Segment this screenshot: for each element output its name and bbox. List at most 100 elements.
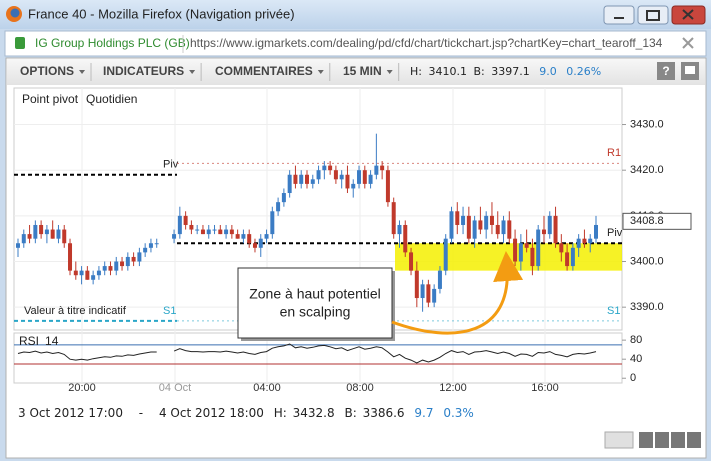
pivot-label: Piv (163, 159, 179, 171)
candle-body (264, 234, 269, 239)
candle-body (518, 243, 523, 262)
pivot-label: S1 (607, 305, 620, 317)
candle-body (96, 270, 101, 276)
candle-body (172, 234, 177, 239)
candle-body (478, 220, 483, 230)
candle-body (137, 252, 142, 262)
candle-body (588, 238, 593, 244)
toolbar-menu[interactable]: INDICATEURS (103, 64, 184, 78)
candle-body (322, 165, 327, 171)
candle-body (449, 211, 454, 239)
address-bar[interactable] (4, 30, 707, 57)
quote-change: 9.0 (539, 65, 557, 78)
menu-arrow (79, 70, 86, 74)
help-button[interactable] (657, 62, 675, 80)
candle-body (62, 229, 67, 244)
candle-body (432, 288, 437, 303)
overlay-name: Point pivot (22, 92, 79, 106)
candle-body (333, 170, 338, 180)
footer-to: 4 Oct 2012 18:00 (159, 406, 264, 420)
minimize-button[interactable] (603, 5, 635, 25)
candle-body (541, 229, 546, 235)
candle-body (380, 165, 385, 171)
candle-body (247, 234, 252, 244)
toolbar-menu[interactable]: COMMENTAIRES (215, 64, 313, 78)
candle-body (276, 202, 281, 212)
candle-body (102, 266, 107, 271)
candle-body (559, 243, 564, 253)
quote-change-pct: 0.26% (566, 65, 601, 78)
candle-body (368, 174, 373, 184)
candle-body (270, 211, 275, 235)
candle-body (183, 215, 188, 225)
toolbar-menu[interactable]: OPTIONS (20, 64, 74, 78)
annotation-arrow (391, 251, 524, 335)
annotation-text: Zone à haut potentiel (249, 286, 381, 302)
candle-body (570, 247, 575, 267)
candle-body (553, 215, 558, 244)
toolbar-quote: H: 3410.1 B: 3397.1 9.0 0.26% (410, 65, 601, 78)
x-tick-label: 08:00 (346, 382, 374, 394)
menu-arrow (386, 70, 393, 74)
last-price-tag (622, 212, 692, 230)
site-identity: IG Group Holdings PLC (GB) (35, 36, 190, 50)
candle-body (357, 170, 362, 184)
pivot-label: S1 (163, 305, 176, 317)
footer-from: 3 Oct 2012 17:00 (18, 406, 123, 420)
pivot-label: Piv (607, 227, 623, 239)
candle-body (85, 270, 90, 280)
candle-body (547, 215, 552, 235)
zoom-in-button[interactable] (655, 432, 669, 448)
rsi-period: 14 (45, 334, 59, 348)
rsi-title: RSI 14 (19, 334, 59, 348)
candle-body (73, 270, 78, 276)
candle-body (281, 193, 286, 203)
footer-change-pct: 0.3% (443, 406, 474, 420)
maximize-button[interactable] (637, 5, 669, 25)
candle-body (200, 229, 205, 235)
scroll-slider[interactable] (604, 431, 634, 449)
candle-body (91, 275, 96, 280)
footer-change: 9.7 (414, 406, 433, 420)
candle-body (189, 224, 194, 230)
candle-body (472, 220, 477, 239)
last-price-label: 3408.8 (630, 215, 664, 227)
zoom-out-button[interactable] (639, 432, 653, 448)
candle-body (177, 215, 182, 235)
candle-body (536, 229, 541, 267)
rsi-tick-label: 80 (630, 334, 642, 346)
candle-body (50, 229, 55, 239)
overlay-period: Quotidien (86, 92, 137, 106)
candle-body (594, 224, 598, 239)
toolbar-menu[interactable]: 15 MIN (343, 64, 382, 78)
candle-body (27, 234, 32, 239)
fit-button[interactable] (687, 432, 701, 448)
footer-high-label: H: (274, 406, 287, 420)
candle-body (21, 234, 26, 244)
reset-button[interactable] (671, 432, 685, 448)
candle-body (195, 229, 200, 231)
x-tick-label: 04:00 (253, 382, 281, 394)
title-bar (0, 0, 711, 29)
pivot-label: R1 (607, 147, 621, 159)
candle-body (426, 284, 431, 303)
candle-body (79, 270, 84, 276)
x-tick-label: 04 Oct (159, 382, 191, 394)
candle-body (143, 247, 148, 253)
chart-toolbar (7, 59, 705, 85)
candle-body (495, 224, 500, 235)
annotation-text: en scalping (280, 304, 351, 320)
candle-body (397, 224, 402, 235)
x-tick-label: 12:00 (439, 382, 467, 394)
window-button-glyphs (614, 9, 694, 21)
candle-body (56, 229, 61, 239)
rsi-tick-label: 0 (630, 372, 636, 384)
candle-body (409, 252, 414, 271)
candle-body (310, 179, 315, 184)
candle-body (44, 229, 49, 235)
help-glyph: ? (662, 64, 669, 78)
candle-body (33, 224, 38, 239)
candle-body (39, 224, 44, 235)
address-close-icon[interactable] (682, 37, 694, 49)
